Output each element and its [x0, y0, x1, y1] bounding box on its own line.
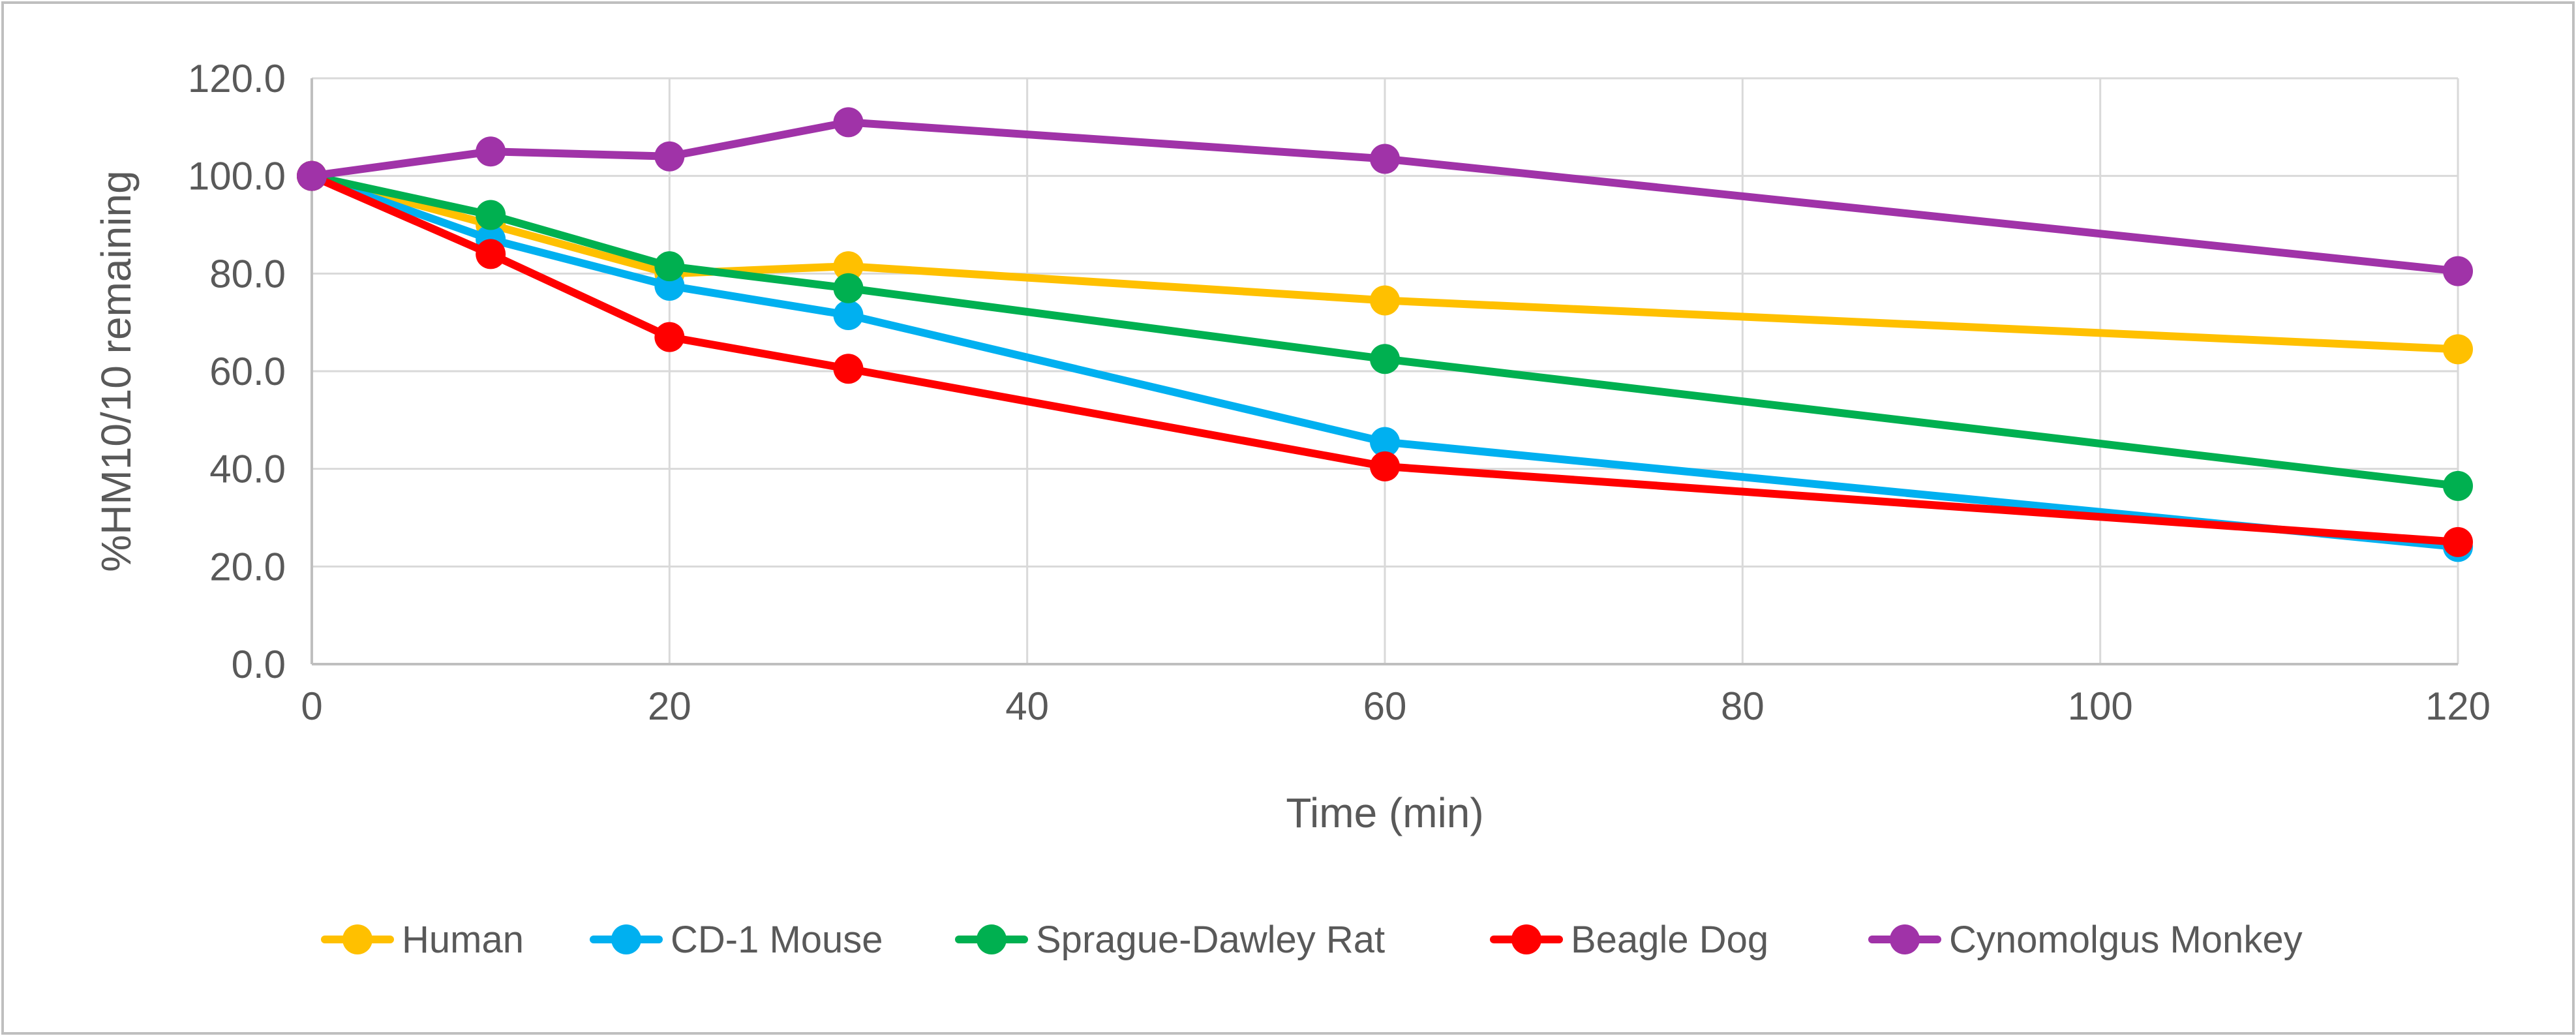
data-point: [476, 136, 506, 167]
axis-titles: Time (min) %HM10/10 remaining: [93, 170, 1484, 836]
legend-swatch-marker: [611, 924, 641, 954]
x-tick-label: 120: [2425, 684, 2491, 728]
x-tick-label: 20: [648, 684, 691, 728]
data-point: [1370, 144, 1400, 174]
y-tick-label: 20.0: [209, 545, 286, 588]
y-tick-label: 100.0: [188, 155, 286, 198]
legend-swatch-marker: [1511, 924, 1541, 954]
legend-item: Cynomolgus Monkey: [1868, 919, 2303, 961]
y-tick-label: 120.0: [188, 57, 286, 100]
x-axis-title: Time (min): [1286, 789, 1483, 836]
x-tick-label: 60: [1363, 684, 1407, 728]
data-point: [476, 200, 506, 230]
data-point: [2443, 526, 2473, 557]
x-tick-label: 0: [301, 684, 322, 728]
data-point: [833, 273, 864, 303]
data-point: [654, 322, 685, 352]
data-point: [833, 251, 864, 282]
series-line: [308, 172, 2462, 551]
legend: Human CD-1 Mouse Sprague-Dawley Rat Beagle …: [321, 919, 2303, 961]
y-tick-label: 40.0: [209, 448, 286, 491]
data-point: [1370, 285, 1400, 316]
data-point: [654, 141, 685, 172]
series-line: [308, 118, 2462, 275]
y-tick-label: 60.0: [209, 350, 286, 393]
data-point: [2443, 334, 2473, 365]
legend-label: CD-1 Mouse: [671, 919, 883, 961]
y-tick-label: 80.0: [209, 252, 286, 296]
legend-item: CD-1 Mouse: [590, 919, 883, 961]
legend-swatch-marker: [342, 924, 372, 954]
legend-item: Human: [321, 919, 524, 961]
data-point: [1370, 451, 1400, 481]
data-point: [2443, 470, 2473, 501]
legend-label: Sprague-Dawley Rat: [1036, 919, 1385, 961]
legend-label: Cynomolgus Monkey: [1949, 919, 2303, 961]
series-cynomolgus-monkey: [297, 107, 2473, 286]
data-point: [833, 354, 864, 384]
y-tick-label: 0.0: [232, 643, 286, 686]
data-point: [476, 239, 506, 269]
data-point: [1370, 344, 1400, 374]
data-point: [297, 160, 327, 191]
x-tick-label: 40: [1005, 684, 1049, 728]
y-axis-title: %HM10/10 remaining: [93, 170, 140, 571]
data-point: [833, 107, 864, 138]
series-line: [308, 172, 2462, 354]
legend-item: Beagle Dog: [1490, 919, 1768, 961]
legend-label: Beagle Dog: [1571, 919, 1768, 961]
data-point: [833, 299, 864, 330]
legend-label: Human: [402, 919, 524, 961]
series-lines: [297, 107, 2473, 562]
data-point: [2443, 256, 2473, 286]
series-line: [308, 172, 2462, 546]
legend-swatch-marker: [977, 924, 1007, 954]
x-tick-label: 100: [2068, 684, 2133, 728]
legend-item: Sprague-Dawley Rat: [955, 919, 1385, 961]
x-tick-label: 80: [1721, 684, 1765, 728]
legend-swatch-marker: [1890, 924, 1920, 954]
data-point: [1370, 427, 1400, 457]
data-point: [654, 251, 685, 282]
tick-labels: 0 20 40 60 80 100 120 0.0 20.0 40.0 60.0 80.0 100.0 1…: [188, 57, 2491, 728]
series-line: [308, 172, 2462, 490]
gridlines: [312, 77, 2459, 664]
